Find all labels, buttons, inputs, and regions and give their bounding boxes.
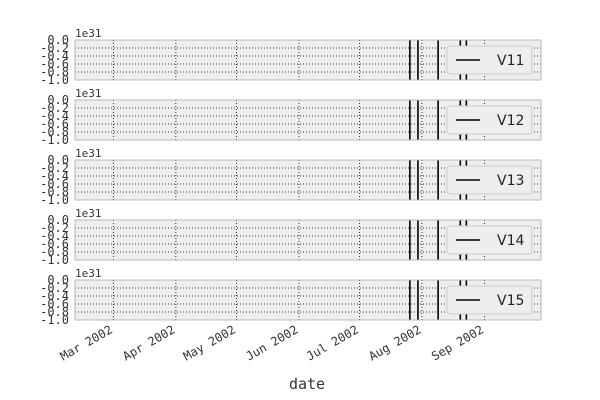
- y-tick-label: -0.8: [40, 305, 69, 319]
- legend-box: [446, 225, 533, 255]
- x-tick-label: Apr 2002: [120, 322, 177, 363]
- legend-box: [446, 105, 533, 135]
- legend-box: [446, 165, 533, 195]
- y-tick-label: -1.0: [40, 253, 69, 267]
- x-tick-label: Mar 2002: [58, 322, 115, 363]
- y-offset-label: 1e31: [75, 27, 102, 40]
- y-tick-label: -0.2: [40, 101, 69, 115]
- legend-V14: V14: [446, 225, 533, 255]
- subplot-V11: 0.0-0.2-0.4-0.6-0.8-1.0 1e31 V11: [40, 27, 542, 87]
- y-tick-label: -0.6: [40, 297, 69, 311]
- y-tick-label: -0.6: [40, 237, 69, 251]
- legend-label: V12: [497, 113, 524, 129]
- subplot-V12: 0.0-0.2-0.4-0.6-0.8-1.0 1e31 V12: [40, 87, 542, 147]
- y-tick-label: 0.0: [47, 273, 69, 287]
- y-tick-label: 0.0: [47, 93, 69, 107]
- y-tick-label: -0.8: [40, 125, 69, 139]
- y-tick-label: -0.4: [40, 109, 69, 123]
- axes-frame: [74, 39, 542, 81]
- x-axis: Mar 2002 Apr 2002 May 2002 Jun 2002 Jul 2002…: [58, 322, 486, 363]
- y-tick-label: -1.0: [40, 73, 69, 87]
- subplot-stack: 0.0-0.2-0.4-0.6-0.8-1.01e31V110.0-0.2-0.…: [40, 27, 542, 327]
- x-axis-label: date: [289, 375, 325, 393]
- y-tick-label: -1.0: [40, 133, 69, 147]
- y-tick-label: -0.6: [40, 57, 69, 71]
- y-offset-label: 1e31: [75, 147, 102, 160]
- subplot-V15: 0.0-0.2-0.4-0.6-0.8-1.0 1e31 V15: [40, 267, 542, 327]
- y-tick-label: 0.0: [47, 33, 69, 47]
- y-offset-label: 1e31: [75, 207, 102, 220]
- x-tick-label: Jun 2002: [243, 322, 300, 363]
- y-tick-label: -0.4: [40, 289, 69, 303]
- x-tick-label: May 2002: [181, 322, 238, 363]
- y-tick-label: -0.8: [40, 185, 69, 199]
- subplot-V13: 0.0-0.2-0.4-0.6-0.8-1.0 1e31 V13: [40, 147, 542, 207]
- y-tick-label: 0.0: [47, 213, 69, 227]
- y-tick-label: -0.4: [40, 229, 69, 243]
- y-tick-label: -0.8: [40, 65, 69, 79]
- y-tick-label: 0.0: [47, 153, 69, 167]
- y-tick-label: -0.2: [40, 221, 69, 235]
- y-tick-label: -0.2: [40, 281, 69, 295]
- legend-label: V14: [497, 233, 524, 249]
- y-tick-label: -1.0: [40, 313, 69, 327]
- legend-V12: V12: [446, 105, 533, 135]
- axes-frame: [74, 219, 542, 261]
- y-tick-label: -0.6: [40, 117, 69, 131]
- legend-label: V15: [497, 293, 524, 309]
- axes-frame: [74, 159, 542, 201]
- y-offset-label: 1e31: [75, 87, 102, 100]
- legend-V13: V13: [446, 165, 533, 195]
- legend-box: [446, 285, 533, 315]
- y-tick-label: -0.4: [40, 49, 69, 63]
- y-offset-label: 1e31: [75, 267, 102, 280]
- y-tick-label: -0.4: [40, 169, 69, 183]
- legend-box: [446, 45, 533, 75]
- legend-label: V13: [497, 173, 524, 189]
- subplot-V14: 0.0-0.2-0.4-0.6-0.8-1.0 1e31 V14: [40, 207, 542, 267]
- legend-V11: V11: [446, 45, 533, 75]
- y-tick-label: -0.8: [40, 245, 69, 259]
- y-tick-label: -1.0: [40, 193, 69, 207]
- x-tick-label: Jul 2002: [304, 322, 361, 363]
- axes-frame: [74, 99, 542, 141]
- legend-V15: V15: [446, 285, 533, 315]
- y-tick-label: -0.2: [40, 41, 69, 55]
- x-tick-label: Sep 2002: [429, 322, 486, 363]
- y-tick-label: -0.6: [40, 177, 69, 191]
- axes-frame: [74, 279, 542, 321]
- x-tick-label: Aug 2002: [366, 322, 423, 363]
- legend-label: V11: [497, 53, 524, 69]
- y-tick-label: -0.2: [40, 161, 69, 175]
